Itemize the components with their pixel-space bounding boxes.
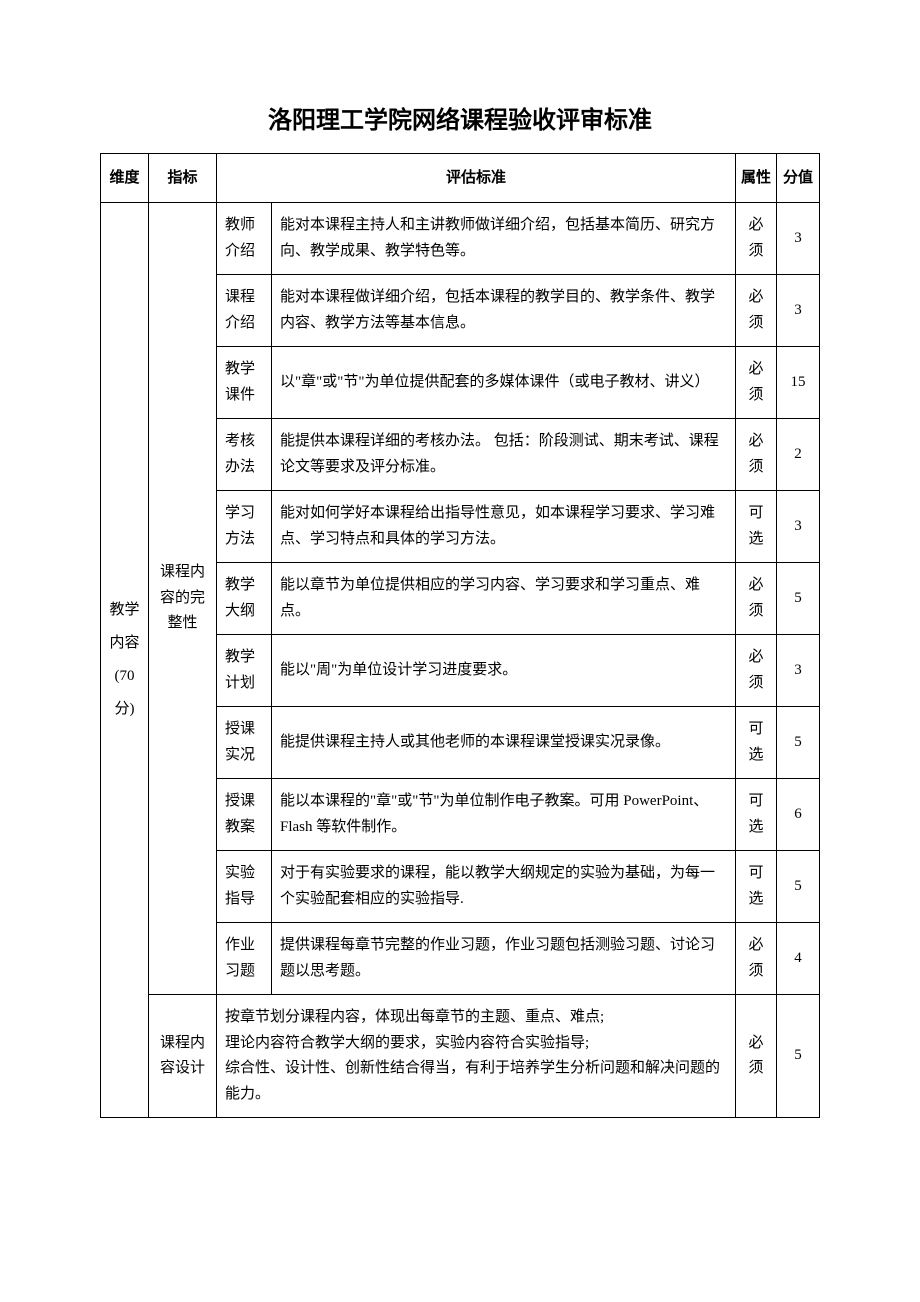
criteria-desc: 能对本课程做详细介绍，包括本课程的教学目的、教学条件、教学内容、教学方法等基本信…	[272, 275, 736, 347]
sub-label: 授课教案	[217, 779, 272, 851]
sub-label: 授课实况	[217, 707, 272, 779]
attribute-cell: 必须	[736, 347, 777, 419]
attribute-cell: 可选	[736, 707, 777, 779]
criteria-desc: 提供课程每章节完整的作业习题，作业习题包括测验习题、讨论习题以思考题。	[272, 923, 736, 995]
attribute-cell: 必须	[736, 923, 777, 995]
criteria-desc: 能提供本课程详细的考核办法。 包括：阶段测试、期末考试、课程论文等要求及评分标准…	[272, 419, 736, 491]
score-cell: 5	[777, 563, 820, 635]
attribute-cell: 必须	[736, 563, 777, 635]
score-cell: 5	[777, 851, 820, 923]
criteria-desc: 能提供课程主持人或其他老师的本课程课堂授课实况录像。	[272, 707, 736, 779]
page-title: 洛阳理工学院网络课程验收评审标准	[100, 100, 820, 135]
score-cell: 6	[777, 779, 820, 851]
col-score: 分值	[777, 154, 820, 203]
sub-label: 实验指导	[217, 851, 272, 923]
criteria-desc: 按章节划分课程内容，体现出每章节的主题、重点、难点; 理论内容符合教学大纲的要求…	[217, 995, 736, 1118]
score-cell: 3	[777, 491, 820, 563]
criteria-desc: 能对本课程主持人和主讲教师做详细介绍，包括基本简历、研究方向、教学成果、教学特色…	[272, 203, 736, 275]
score-cell: 4	[777, 923, 820, 995]
criteria-desc: 对于有实验要求的课程，能以教学大纲规定的实验为基础，为每一个实验配套相应的实验指…	[272, 851, 736, 923]
sub-label: 课程介绍	[217, 275, 272, 347]
attribute-cell: 可选	[736, 491, 777, 563]
sub-label: 教学课件	[217, 347, 272, 419]
attribute-cell: 必须	[736, 419, 777, 491]
dimension-cell: 教学内容 (70 分)	[101, 203, 149, 1118]
attribute-cell: 可选	[736, 779, 777, 851]
sub-label: 教学计划	[217, 635, 272, 707]
attribute-cell: 必须	[736, 203, 777, 275]
score-cell: 3	[777, 203, 820, 275]
table-row: 课程内容设计 按章节划分课程内容，体现出每章节的主题、重点、难点; 理论内容符合…	[101, 995, 820, 1118]
score-cell: 2	[777, 419, 820, 491]
criteria-desc: 能以章节为单位提供相应的学习内容、学习要求和学习重点、难点。	[272, 563, 736, 635]
indicator-integrity: 课程内容的完整性	[149, 203, 217, 995]
indicator-design: 课程内容设计	[149, 995, 217, 1118]
table-row: 教学内容 (70 分) 课程内容的完整性 教师介绍 能对本课程主持人和主讲教师做…	[101, 203, 820, 275]
criteria-desc: 能以"周"为单位设计学习进度要求。	[272, 635, 736, 707]
attribute-cell: 必须	[736, 995, 777, 1118]
score-cell: 3	[777, 275, 820, 347]
score-cell: 3	[777, 635, 820, 707]
sub-label: 教学大纲	[217, 563, 272, 635]
attribute-cell: 必须	[736, 275, 777, 347]
criteria-table: 维度 指标 评估标准 属性 分值 教学内容 (70 分) 课程内容的完整性 教师…	[100, 153, 820, 1118]
header-row: 维度 指标 评估标准 属性 分值	[101, 154, 820, 203]
col-indicator: 指标	[149, 154, 217, 203]
score-cell: 5	[777, 995, 820, 1118]
attribute-cell: 可选	[736, 851, 777, 923]
criteria-desc: 以"章"或"节"为单位提供配套的多媒体课件（或电子教材、讲义）	[272, 347, 736, 419]
score-cell: 5	[777, 707, 820, 779]
score-cell: 15	[777, 347, 820, 419]
sub-label: 考核办法	[217, 419, 272, 491]
criteria-desc: 能对如何学好本课程给出指导性意见，如本课程学习要求、学习难点、学习特点和具体的学…	[272, 491, 736, 563]
sub-label: 作业习题	[217, 923, 272, 995]
attribute-cell: 必须	[736, 635, 777, 707]
col-criteria: 评估标准	[217, 154, 736, 203]
document-page: 洛阳理工学院网络课程验收评审标准 维度 指标 评估标准 属性 分值 教学内容 (…	[0, 0, 920, 1178]
sub-label: 教师介绍	[217, 203, 272, 275]
col-attribute: 属性	[736, 154, 777, 203]
col-dimension: 维度	[101, 154, 149, 203]
sub-label: 学习方法	[217, 491, 272, 563]
criteria-desc: 能以本课程的"章"或"节"为单位制作电子教案。可用 PowerPoint、Fla…	[272, 779, 736, 851]
